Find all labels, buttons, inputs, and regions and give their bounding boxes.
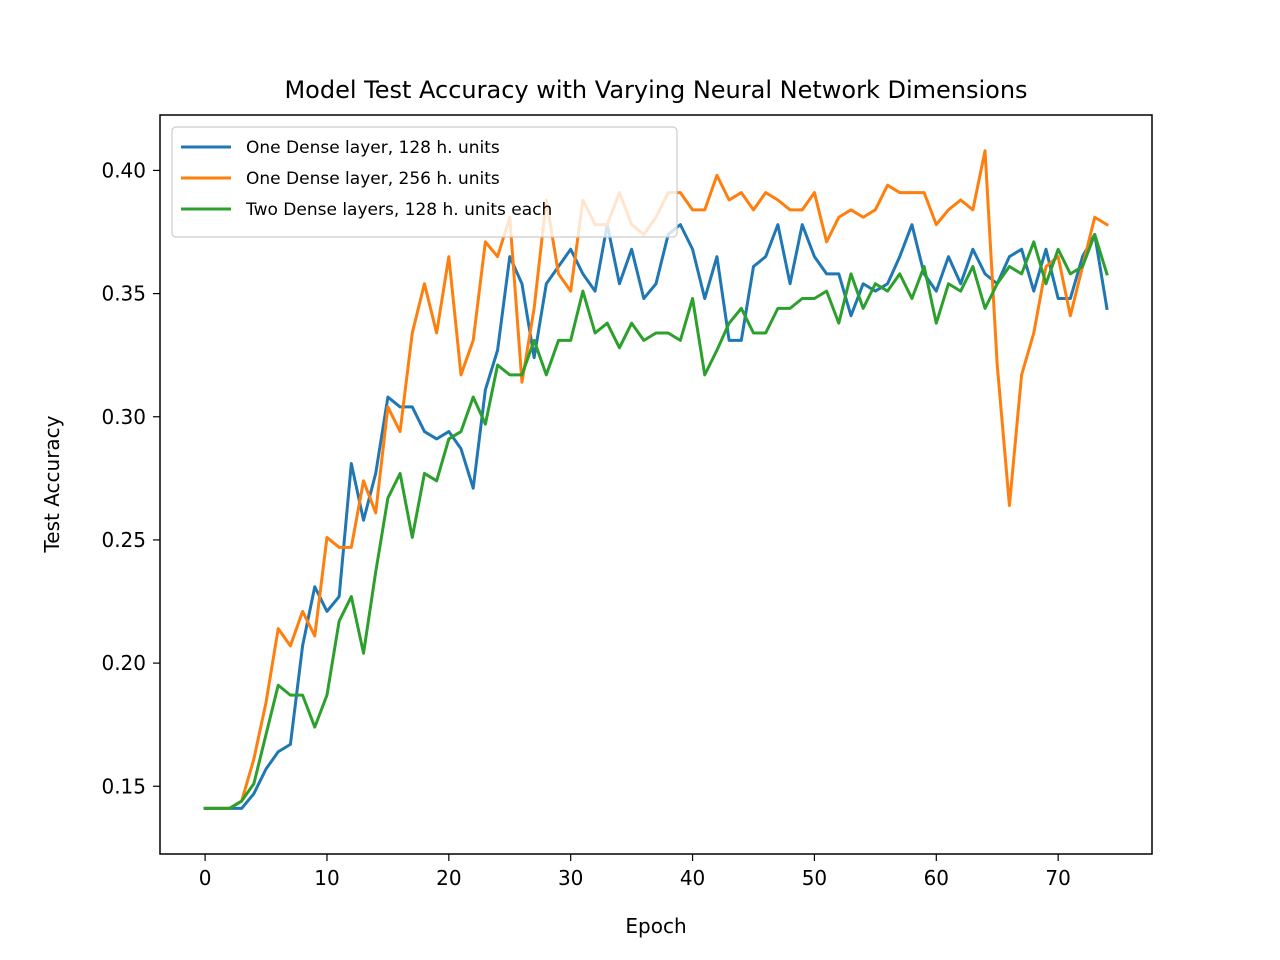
x-tick-label: 0	[199, 866, 212, 890]
y-tick-label: 0.35	[101, 282, 146, 306]
x-tick-label: 50	[802, 866, 827, 890]
y-axis-label: Test Accuracy	[40, 415, 64, 553]
legend-label-3: Two Dense layers, 128 h. units each	[245, 200, 552, 220]
y-tick-label: 0.40	[101, 158, 146, 182]
chart-title: Model Test Accuracy with Varying Neural …	[284, 76, 1027, 104]
y-tick-label: 0.30	[101, 405, 146, 429]
x-tick-label: 30	[558, 866, 583, 890]
legend-entries: One Dense layer, 128 h. units One Dense l…	[181, 138, 552, 220]
x-tick-label: 70	[1045, 866, 1070, 890]
x-axis-label: Epoch	[625, 914, 686, 938]
y-axis-ticks: 0.15 0.20 0.25 0.30 0.35 0.40	[101, 158, 160, 798]
plot-frame	[159, 114, 1153, 855]
y-tick-label: 0.15	[101, 774, 146, 798]
x-tick-label: 60	[924, 866, 949, 890]
x-axis-ticks: 0 10 20 30 40 50 60 70	[199, 854, 1071, 890]
x-tick-label: 20	[436, 866, 461, 890]
y-tick-label: 0.20	[101, 651, 146, 675]
legend-box	[171, 126, 678, 238]
x-tick-label: 10	[314, 866, 339, 890]
y-tick-label: 0.25	[101, 528, 146, 552]
legend-label-2: One Dense layer, 256 h. units	[246, 169, 500, 189]
legend-label-1: One Dense layer, 128 h. units	[246, 138, 500, 158]
series-line-1	[203, 223, 1109, 810]
x-tick-label: 40	[680, 866, 705, 890]
series-line-3	[203, 232, 1109, 810]
legend: One Dense layer, 128 h. units One Dense l…	[171, 126, 678, 238]
